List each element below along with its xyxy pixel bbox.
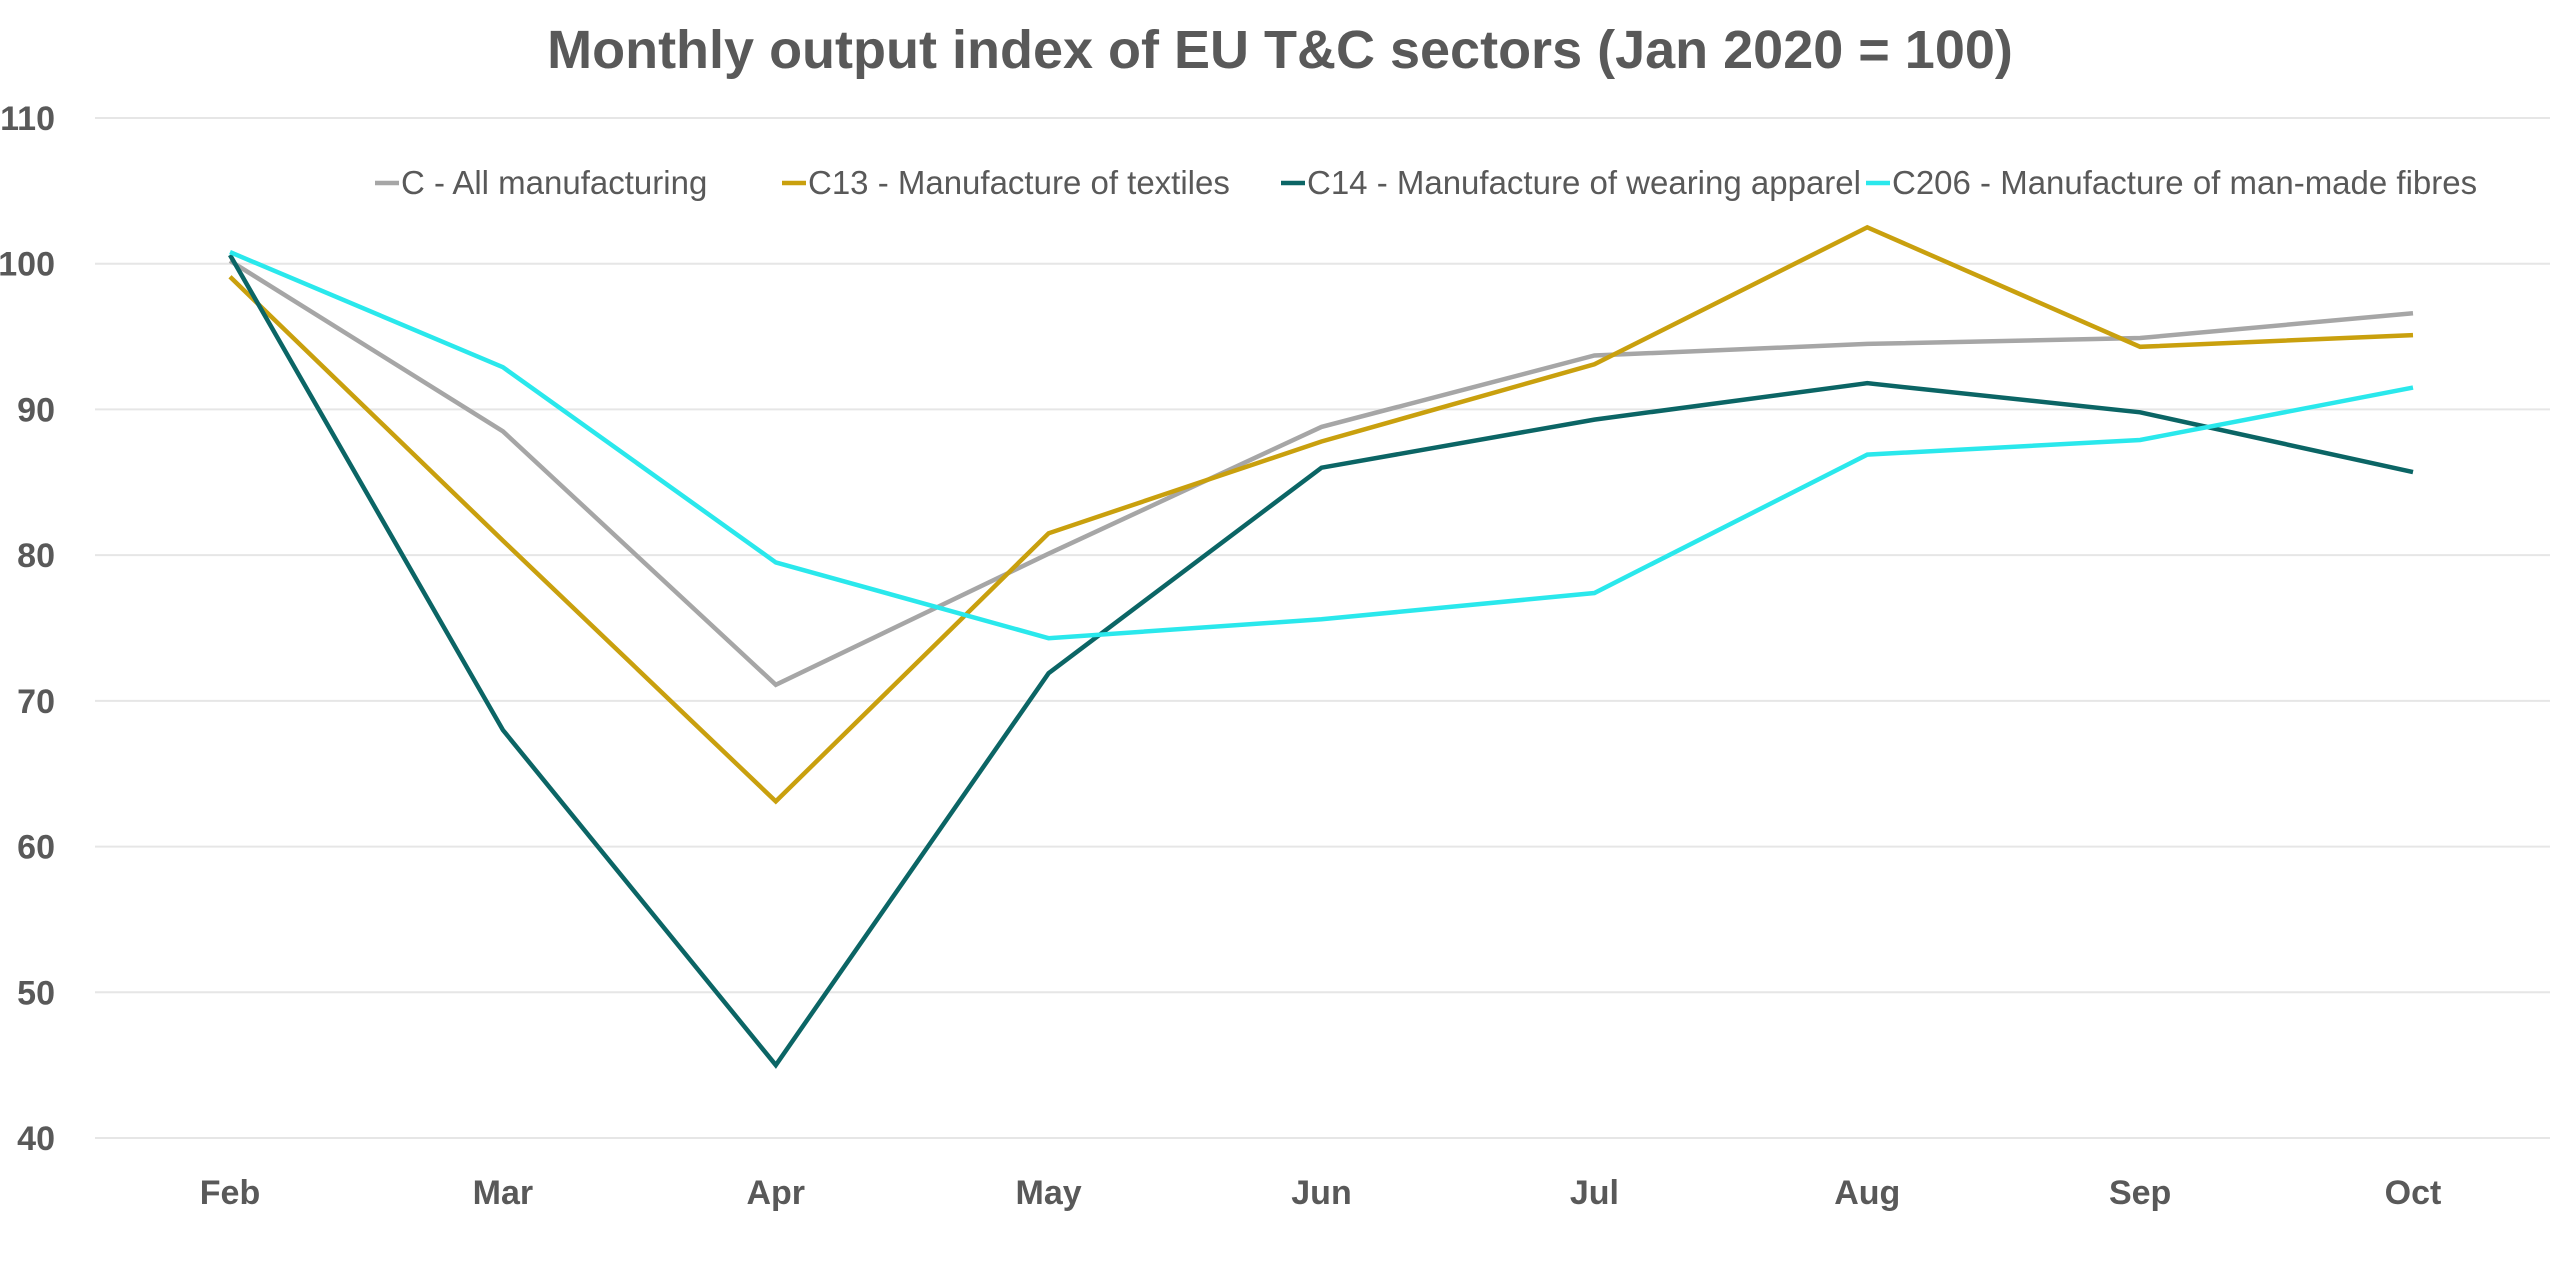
- legend-label: C14 - Manufacture of wearing apparel: [1307, 164, 1861, 201]
- series-line-3: [229, 250, 2414, 641]
- x-tick-label: Oct: [2385, 1174, 2442, 1212]
- x-tick-label: Sep: [2109, 1174, 2171, 1212]
- legend: C - All manufacturing C13 - Manufacture o…: [375, 164, 2477, 201]
- x-axis-tick-labels: Feb Mar Apr May Jun Jul Aug Sep Oct: [200, 1174, 2442, 1212]
- y-tick-label: 40: [17, 1120, 55, 1158]
- y-tick-label: 100: [0, 246, 55, 284]
- series-lines: [228, 224, 2414, 1069]
- legend-item: C14 - Manufacture of wearing apparel: [1281, 164, 1861, 201]
- chart-title: Monthly output index of EU T&C sectors (…: [547, 20, 2013, 80]
- series-line-1: [228, 224, 2414, 805]
- x-tick-label: Apr: [746, 1174, 805, 1212]
- x-tick-label: Aug: [1834, 1174, 1900, 1212]
- legend-item: C - All manufacturing: [375, 164, 707, 201]
- legend-label: C206 - Manufacture of man-made fibres: [1892, 164, 2477, 201]
- gridlines: [95, 117, 2550, 1139]
- series-line-0: [228, 258, 2414, 688]
- legend-label: C - All manufacturing: [401, 164, 707, 201]
- y-tick-label: 110: [0, 100, 55, 138]
- legend-label: C13 - Manufacture of textiles: [808, 164, 1230, 201]
- y-tick-label: 90: [17, 391, 55, 429]
- y-tick-label: 70: [17, 683, 55, 721]
- y-tick-label: 80: [17, 537, 55, 575]
- x-tick-label: May: [1016, 1174, 1082, 1212]
- y-tick-label: 60: [17, 829, 55, 867]
- x-tick-label: Jun: [1291, 1174, 1351, 1212]
- y-axis-tick-labels: 40 50 60 70 80 90 100 110: [0, 100, 55, 1158]
- legend-item: C13 - Manufacture of textiles: [782, 164, 1230, 201]
- y-tick-label: 50: [17, 974, 55, 1012]
- legend-item: C206 - Manufacture of man-made fibres: [1866, 164, 2477, 201]
- x-tick-label: Mar: [473, 1174, 533, 1212]
- x-tick-label: Feb: [200, 1174, 260, 1212]
- x-tick-label: Jul: [1570, 1174, 1619, 1212]
- series-line-2: [228, 253, 2414, 1069]
